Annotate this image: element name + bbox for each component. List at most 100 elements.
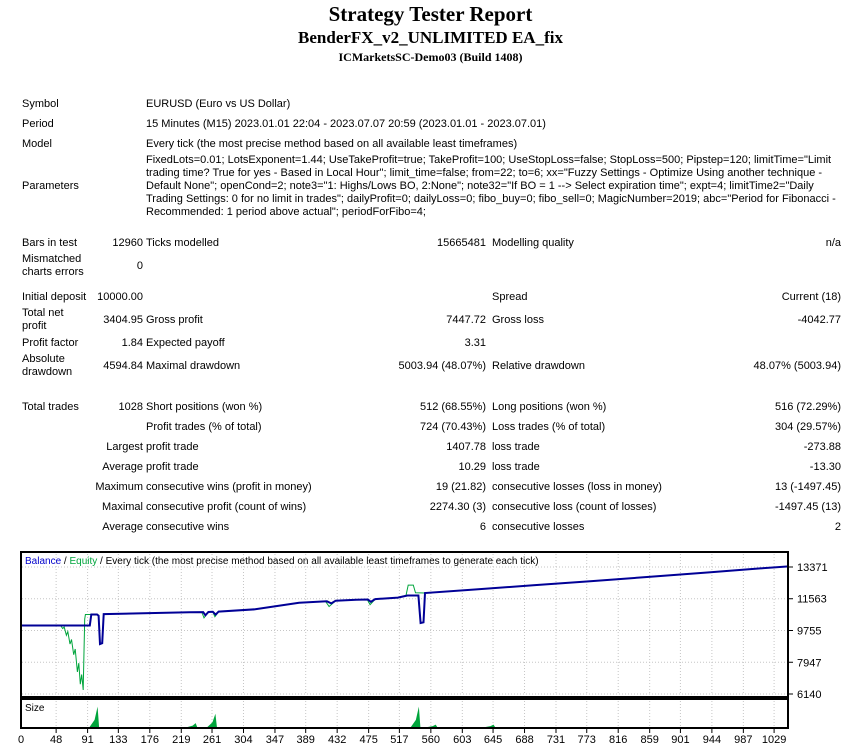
row-label-cell: Symbol: [0, 98, 143, 111]
stats-row: Mismatched charts errors 0: [0, 253, 861, 279]
value-b: Largest: [106, 440, 143, 453]
value-b: 10000.00: [97, 290, 143, 303]
equity-line: [22, 565, 787, 691]
x-tick-label: 688: [515, 734, 533, 746]
stats-row: Average profit trade 10.29 loss trade -13.30: [0, 457, 861, 477]
c1-cell: Average: [0, 521, 143, 534]
label-c: profit trade: [146, 460, 199, 473]
c1-cell: Absolute drawdown 4594.84: [0, 353, 143, 379]
stats-row: Parameters FixedLots=0.01; LotsExponent=1…: [0, 154, 861, 219]
value-b: 1028: [118, 400, 143, 413]
label-c: Profit trades (% of total): [146, 420, 262, 433]
label-e: consecutive loss (count of losses): [492, 500, 657, 513]
row-label: Parameters: [22, 180, 79, 192]
label-e: loss trade: [492, 440, 540, 453]
value-b: Average: [102, 520, 143, 533]
c2-cell: consecutive wins 6: [146, 521, 486, 534]
value-d: 512 (68.55%): [419, 400, 486, 413]
x-tick-label: 261: [203, 734, 221, 746]
value-b: 4594.84: [103, 359, 143, 372]
label-e: Modelling quality: [492, 236, 574, 249]
c2-cell: consecutive wins (profit in money) 19 (21…: [146, 481, 486, 494]
c2-cell: consecutive profit (count of wins) 2274.3…: [146, 501, 486, 514]
x-tick-label: 731: [547, 734, 565, 746]
x-tick-label: 176: [141, 734, 159, 746]
c3-cell: consecutive loss (count of losses) -1497.…: [492, 501, 841, 514]
x-axis: 0 48 91 133 176 219 261 304 347 389 432 475 517 560 60…: [18, 729, 786, 746]
value-d: 724 (70.43%): [419, 420, 486, 433]
row-text: EURUSD (Euro vs US Dollar): [146, 97, 291, 110]
expert-name: BenderFX_v2_UNLIMITED EA_fix: [298, 28, 563, 47]
size-spike: [207, 713, 217, 727]
c2-cell: Gross profit 7447.72: [146, 314, 486, 327]
size-spike: [89, 706, 100, 727]
value-d: 5003.94 (48.07%): [398, 359, 486, 372]
value-d: 10.29: [458, 460, 486, 473]
x-tick-label: 475: [359, 734, 377, 746]
x-tick-label: 304: [234, 734, 252, 746]
value-b: 0: [136, 259, 143, 272]
label-e: Gross loss: [492, 313, 544, 326]
x-tick-label: 944: [703, 734, 721, 746]
label-c: Ticks modelled: [146, 236, 219, 249]
size-chart-frame: [20, 698, 789, 729]
c2-cell: Short positions (won %) 512 (68.55%): [146, 401, 486, 414]
size-spike: [427, 724, 438, 727]
value-b: 12960: [112, 236, 143, 249]
c2-cell: profit trade 10.29: [146, 461, 486, 474]
value-f: Current (18): [781, 290, 841, 303]
c1-cell: Maximal: [0, 501, 143, 514]
stats-row: Model Every tick (the most precise method…: [0, 134, 861, 154]
stats-row: Largest profit trade 1407.78 loss trade -273…: [0, 437, 861, 457]
row-text: Every tick (the most precise method base…: [146, 137, 518, 150]
size-spike: [485, 724, 496, 727]
size-spikes: [89, 706, 496, 727]
c3-cell: loss trade -13.30: [492, 461, 841, 474]
row-gap: [0, 279, 861, 287]
value-f: -4042.77: [797, 313, 841, 326]
label-a: Initial deposit: [22, 290, 87, 303]
size-spike: [410, 706, 421, 727]
label-c: consecutive wins: [146, 520, 230, 533]
value-b: Maximal: [102, 500, 143, 513]
value-f: -13.30: [809, 460, 841, 473]
row-label-cell: Model: [0, 138, 143, 151]
stats-row: Absolute drawdown 4594.84 Maximal drawdown…: [0, 353, 861, 379]
y-tick-label: 6140: [797, 689, 821, 701]
value-f: -1497.45 (13): [774, 500, 841, 513]
c2-cell: Ticks modelled 15665481: [146, 237, 486, 250]
x-tick-label: 389: [297, 734, 315, 746]
c3-cell: loss trade -273.88: [492, 441, 841, 454]
value-b: 1.84: [121, 336, 143, 349]
label-c: Gross profit: [146, 313, 203, 326]
c2-cell: profit trade 1407.78: [146, 441, 486, 454]
grid: [22, 554, 787, 726]
row-text: 15 Minutes (M15) 2023.01.01 22:04 - 2023…: [146, 117, 546, 130]
c1-cell: Average: [0, 461, 143, 474]
stats-row: Total net profit 3404.95 Gross profit 7447.…: [0, 307, 861, 333]
value-d: 15665481: [437, 236, 486, 249]
label-a: Bars in test: [22, 236, 78, 249]
value-f: n/a: [825, 236, 841, 249]
label-e: consecutive losses: [492, 520, 585, 533]
x-tick-label: 987: [734, 734, 752, 746]
label-e: loss trade: [492, 460, 540, 473]
balance-equity-chart: 13371 11563 9755 7947 6140 0 48 91 133 176 219 261 3…: [18, 551, 828, 746]
c3-cell: Gross loss -4042.77: [492, 314, 841, 327]
c1-cell: Total net profit 3404.95: [0, 307, 143, 333]
value-d: 7447.72: [446, 313, 486, 326]
x-tick-label: 773: [578, 734, 596, 746]
label-e: Long positions (won %): [492, 400, 607, 413]
label-a: Total trades: [22, 400, 79, 413]
label-c: Expected payoff: [146, 336, 225, 349]
chart-panel: 13371 11563 9755 7947 6140 0 48 91 133 176 219 261 3…: [0, 545, 861, 750]
row-gap: [0, 379, 861, 397]
c2-cell: Expected payoff 3.31: [146, 337, 486, 350]
size-spike: [187, 723, 198, 727]
c1-cell: Total trades 1028: [0, 401, 143, 414]
x-tick-label: 859: [640, 734, 658, 746]
x-tick-label: 48: [50, 734, 62, 746]
c2-cell: Maximal drawdown 5003.94 (48.07%): [146, 360, 486, 373]
stats-row: Period 15 Minutes (M15) 2023.01.01 22:04 …: [0, 114, 861, 134]
stats-row: Profit trades (% of total) 724 (70.43%) Lo…: [0, 417, 861, 437]
